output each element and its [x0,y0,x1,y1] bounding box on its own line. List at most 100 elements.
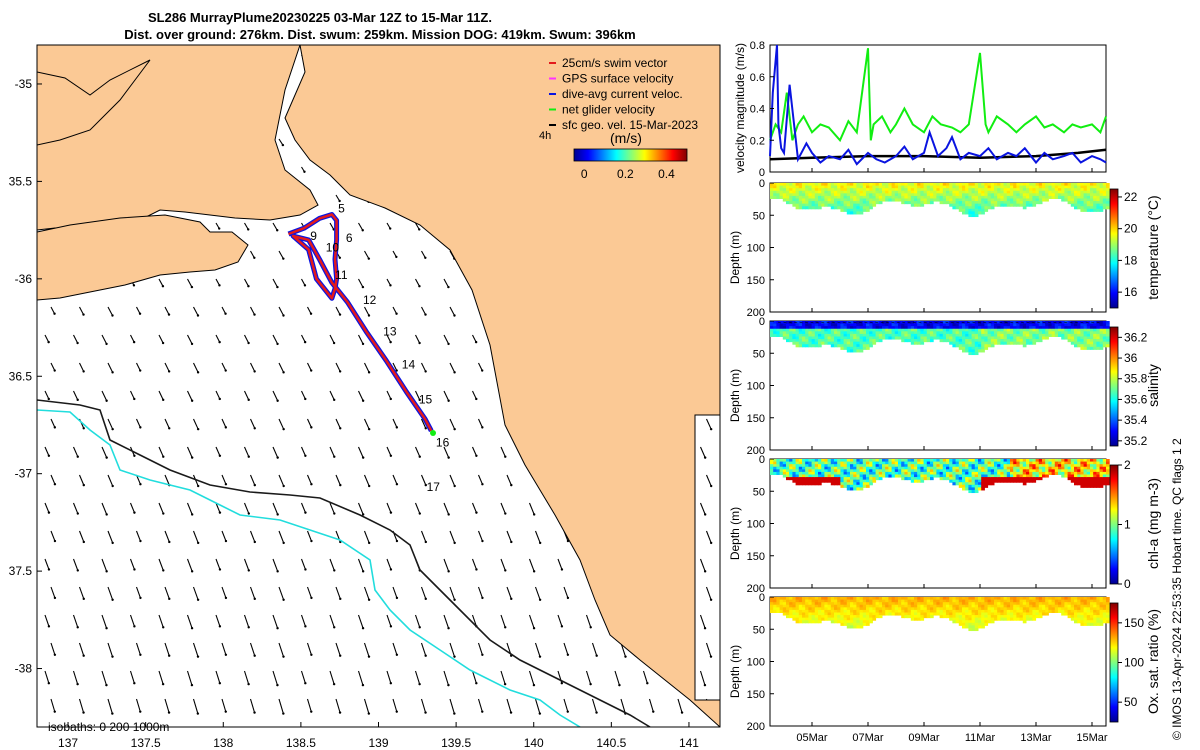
section-cell [990,201,995,205]
colorbar-tick-label: 36 [1124,351,1138,365]
section-cell [830,323,835,327]
section-cell [786,474,790,478]
section-cell [795,604,800,608]
section-cell [901,198,905,202]
section-cell [974,206,979,210]
section-cell [792,602,797,606]
section-cell [846,609,851,613]
section-cell [1099,183,1104,187]
section-cell [882,183,886,187]
section-cell [805,597,809,601]
section-cell [974,609,979,613]
section-cell [792,615,797,619]
section-cell [917,336,921,340]
section-cell [773,461,777,465]
section-cell [805,198,809,202]
section-cell [1003,323,1008,327]
section-cell [930,323,934,327]
section-cell [894,599,899,603]
section-cell [1067,188,1072,192]
section-cell [1099,484,1104,488]
section-cell [1038,326,1043,330]
section-cell [1102,183,1107,187]
section-cell [990,195,995,199]
velocity-arrow [642,670,648,684]
section-cell [946,328,950,332]
section-cell [869,328,873,332]
section-cell [853,349,857,353]
section-cell [958,607,963,611]
section-cell [891,461,896,465]
section-cell [958,477,963,481]
section-cell [853,612,857,616]
section-cell [843,612,848,616]
section-cell [1064,323,1069,327]
section-cell [846,612,851,616]
section-cell [1026,190,1030,194]
section-cell [952,620,957,624]
velocity-arrow [249,642,256,656]
section-cell [885,609,889,613]
section-cell [885,599,889,603]
section-cell [830,185,835,189]
section-cell [1054,333,1059,337]
section-cell [914,469,918,473]
section-cell [1029,464,1033,468]
section-cell [955,344,960,348]
section-cell [968,201,973,205]
section-cell [1000,477,1005,481]
section-cell [805,469,809,473]
section-cell [968,351,973,356]
section-cell [971,615,976,619]
section-cell [990,336,995,340]
section-cell [981,195,985,199]
colorbar-tick-label: 36.2 [1124,330,1148,344]
section-cell [1022,326,1027,330]
section-cell [843,331,848,335]
section-cell [923,193,928,197]
x-tick-label: 140 [524,736,544,750]
section-cell [786,195,790,199]
section-cell [962,185,966,189]
section-cell [939,193,944,197]
section-cell [818,195,822,199]
section-cell [981,620,985,624]
section-cell [974,479,979,483]
section-cell [802,188,806,192]
section-cell [846,620,851,624]
section-cell [1061,323,1065,327]
section-cell [875,193,880,197]
section-cell [962,474,966,478]
section-cell [1080,466,1085,470]
section-cell [1029,461,1033,465]
section-cell [1064,469,1069,473]
section-cell [923,198,928,202]
velocity-arrow-head [247,284,250,288]
section-cell [949,597,953,601]
section-cell [770,602,774,606]
velocity-arrow-head [395,539,399,543]
section-cell [888,331,893,335]
section-cell [1032,471,1037,475]
velocity-arrow-head [276,399,279,402]
section-cell [1099,201,1104,205]
section-cell [942,336,947,340]
section-cell [971,464,976,468]
section-cell [805,482,809,486]
section-cell [949,341,953,345]
section-cell [1074,323,1078,327]
section-cell [805,326,809,330]
section-cell [843,336,848,340]
section-cell [795,339,800,343]
section-cell [1077,188,1081,192]
velocity-arrow [249,530,256,543]
section-cell [1074,333,1078,337]
section-cell [837,323,841,327]
section-cell [779,609,784,613]
section-cell [837,464,841,468]
section-cell [898,195,902,199]
depth-tick-label: 100 [747,519,765,531]
section-cell [795,201,800,205]
section-cell [901,195,905,199]
section-cell [997,333,1001,337]
